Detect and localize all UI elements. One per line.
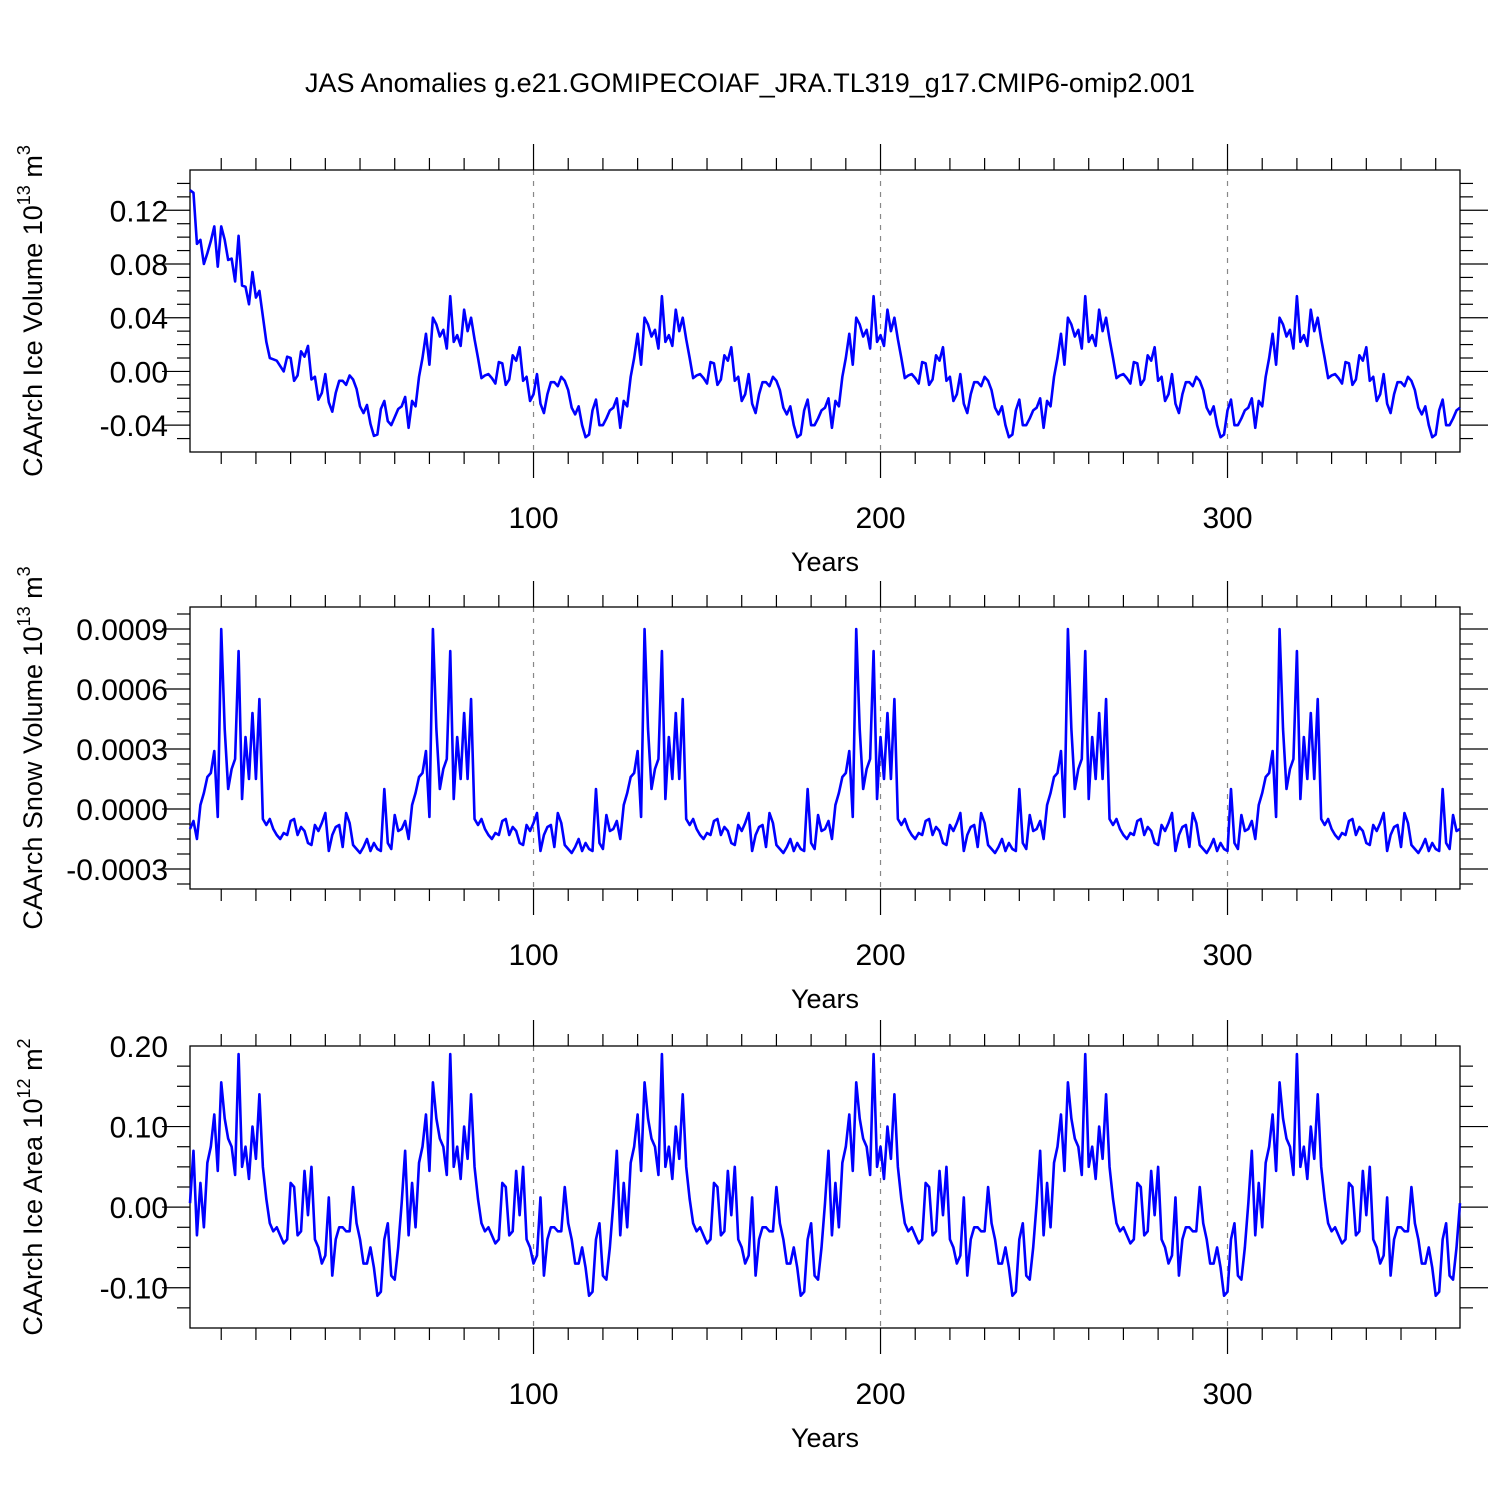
ice-area-y-axis-title-text: CAArch Ice Area 10 bbox=[18, 1098, 48, 1335]
ice-area-y-tick-label: 0.20 bbox=[110, 1031, 168, 1064]
ice-volume-y-axis-title-unit: m bbox=[18, 155, 48, 185]
snow-volume-x-tick-label: 300 bbox=[1202, 939, 1252, 972]
ice-area-y-axis-title-unit-exponent: 2 bbox=[14, 1038, 34, 1048]
snow-volume-y-tick-label: 0.0009 bbox=[76, 614, 168, 647]
snow-volume-y-tick-label: -0.0003 bbox=[66, 854, 168, 887]
ice-volume-y-tick-label: 0.04 bbox=[110, 303, 168, 336]
snow-volume-y-tick-label: 0.0006 bbox=[76, 674, 168, 707]
snow-volume-y-axis-title: CAArch Snow Volume 1013 m3 bbox=[14, 566, 48, 929]
ice-volume-series-line bbox=[189, 189, 1461, 439]
ice-volume-x-tick-label: 200 bbox=[855, 502, 905, 535]
ice-volume-y-axis-title-unit-exponent: 3 bbox=[14, 145, 34, 155]
ice-volume-plot-frame bbox=[189, 169, 1461, 453]
ice-area-y-tick-label: 0.00 bbox=[110, 1192, 168, 1225]
snow-volume-series-line bbox=[188, 627, 1461, 855]
snow-volume-x-tick-label: 100 bbox=[508, 939, 558, 972]
snow-volume-y-axis-title-unit: m bbox=[18, 576, 48, 606]
ice-area-panel: -0.10 0.00 0.10 0.20 100 200 300 Years CAArch Ic… bbox=[14, 1020, 1488, 1453]
ice-volume-x-axis-title: Years bbox=[791, 547, 859, 577]
ice-volume-y-axis-title-exponent: 13 bbox=[14, 185, 34, 205]
ice-volume-x-tick-label: 100 bbox=[508, 502, 558, 535]
ice-volume-y-tick-label: 0.12 bbox=[110, 195, 168, 228]
snow-volume-plot-frame bbox=[189, 606, 1461, 890]
ice-area-y-axis-title: CAArch Ice Area 1012 m2 bbox=[14, 1038, 48, 1335]
ice-area-y-axis-title-exponent: 12 bbox=[14, 1078, 34, 1098]
page-title: JAS Anomalies g.e21.GOMIPECOIAF_JRA.TL31… bbox=[305, 68, 1195, 98]
ice-area-x-tick-label: 100 bbox=[508, 1378, 558, 1411]
ice-volume-panel: -0.04 0.00 0.04 0.08 0.12 100 200 300 Years CAArc… bbox=[14, 144, 1488, 577]
snow-volume-y-axis-title-text: CAArch Snow Volume 10 bbox=[18, 626, 48, 929]
ice-area-y-tick-label: 0.10 bbox=[110, 1112, 168, 1145]
ice-volume-y-tick-label: 0.00 bbox=[110, 356, 168, 389]
ice-volume-y-axis-title: CAArch Ice Volume 1013 m3 bbox=[14, 145, 48, 477]
ice-volume-y-tick-label: -0.04 bbox=[100, 410, 168, 443]
snow-volume-x-tick-label: 200 bbox=[855, 939, 905, 972]
ice-volume-y-tick-label: 0.08 bbox=[110, 249, 168, 282]
ice-area-series-line bbox=[188, 1052, 1462, 1298]
ice-area-x-axis-title: Years bbox=[791, 1423, 859, 1453]
ice-volume-y-axis-title-text: CAArch Ice Volume 10 bbox=[18, 205, 48, 477]
snow-volume-y-tick-label: 0.0000 bbox=[76, 794, 168, 827]
snow-volume-y-tick-label: 0.0003 bbox=[76, 734, 168, 767]
snow-volume-x-axis-title: Years bbox=[791, 984, 859, 1014]
ice-area-y-axis-title-unit: m bbox=[18, 1048, 48, 1078]
snow-volume-y-axis-title-exponent: 13 bbox=[14, 606, 34, 626]
ice-volume-x-tick-label: 300 bbox=[1202, 502, 1252, 535]
snow-volume-y-axis-title-unit-exponent: 3 bbox=[14, 566, 34, 576]
ice-area-x-tick-label: 200 bbox=[855, 1378, 905, 1411]
snow-volume-panel: -0.0003 0.0000 0.0003 0.0006 0.0009 100 200 300… bbox=[14, 566, 1488, 1014]
ice-area-x-tick-label: 300 bbox=[1202, 1378, 1252, 1411]
ice-area-y-tick-label: -0.10 bbox=[100, 1273, 168, 1306]
